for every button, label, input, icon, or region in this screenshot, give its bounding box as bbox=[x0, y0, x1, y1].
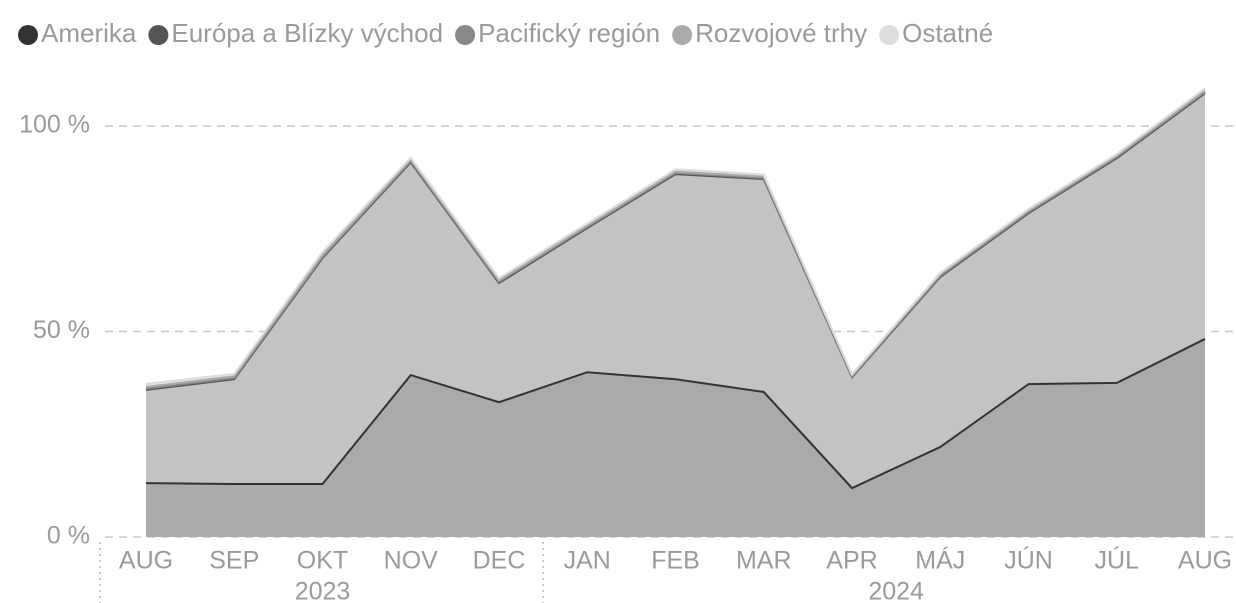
x-tick-label: JAN bbox=[564, 547, 611, 575]
series-line bbox=[145, 89, 1206, 389]
y-tick-label: 0 % bbox=[47, 522, 90, 550]
y-tick-label: 100 % bbox=[19, 111, 90, 139]
x-group-label: 2023 bbox=[295, 578, 351, 603]
legend-label: Pacifický región bbox=[478, 18, 660, 48]
x-tick-label: SEP bbox=[209, 547, 259, 575]
legend-marker bbox=[672, 25, 693, 45]
y-tick-label: 50 % bbox=[33, 316, 90, 344]
legend-marker bbox=[879, 25, 900, 45]
legend-label: Amerika bbox=[41, 18, 137, 48]
x-tick-label: NOV bbox=[384, 547, 439, 575]
legend-label: Ostatné bbox=[902, 18, 993, 48]
series-line bbox=[145, 338, 1206, 490]
x-tick-label: JÚL bbox=[1095, 546, 1140, 575]
x-tick-label: MAR bbox=[736, 547, 792, 575]
x-tick-label: OKT bbox=[297, 547, 348, 575]
x-group-label: 2024 bbox=[868, 578, 924, 603]
x-tick-label: FEB bbox=[651, 547, 700, 575]
area bbox=[146, 338, 1205, 537]
legend-label: Rozvojové trhy bbox=[695, 18, 867, 48]
x-tick-label: MÁJ bbox=[915, 546, 965, 575]
x-tick-label: AUG bbox=[119, 547, 173, 575]
x-tick-label: APR bbox=[826, 547, 877, 575]
x-tick-label: JÚN bbox=[1004, 546, 1053, 575]
legend-marker bbox=[455, 25, 476, 45]
x-tick-label: DEC bbox=[473, 547, 526, 575]
legend-marker bbox=[148, 25, 169, 45]
area bbox=[146, 93, 1205, 489]
legend-label: Európa a Blízky východ bbox=[171, 18, 443, 48]
legend-marker bbox=[18, 25, 38, 45]
series-line bbox=[145, 87, 1206, 385]
x-tick-label: AUG bbox=[1178, 547, 1232, 575]
